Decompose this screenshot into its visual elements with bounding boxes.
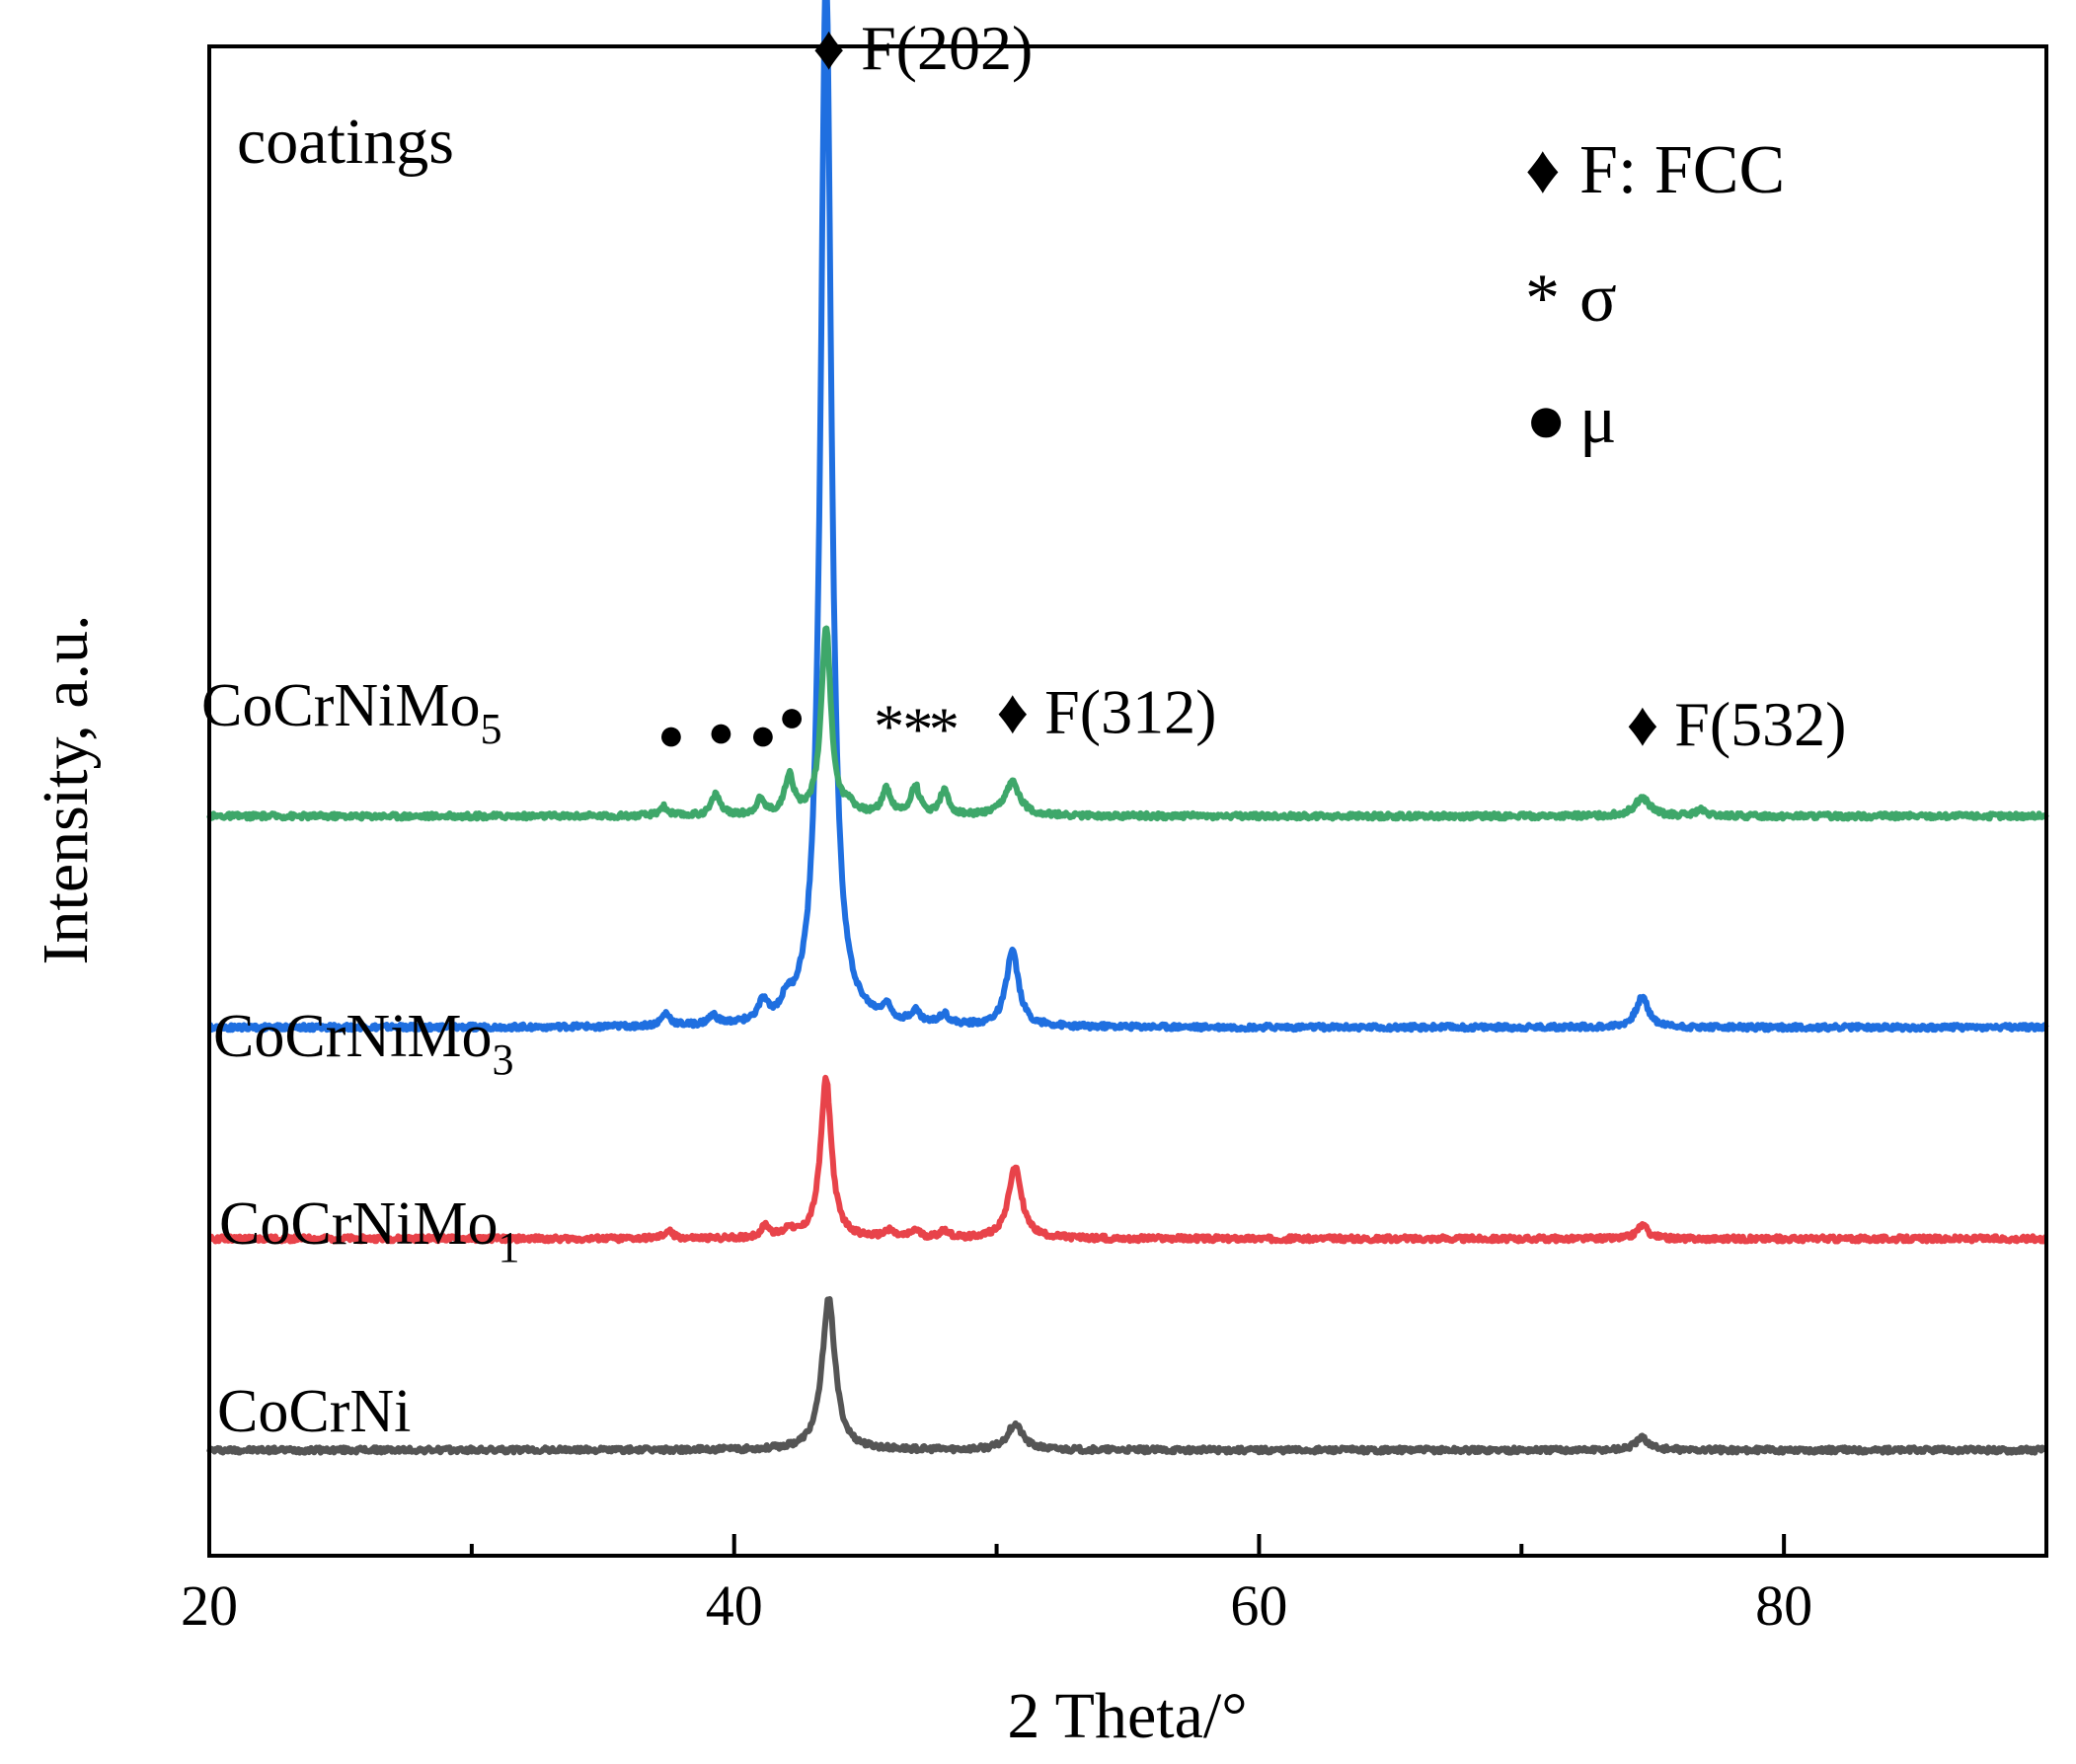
series-line-cocrnimo5 <box>206 625 2049 822</box>
peak-annotation: ♦ F(312) <box>997 677 1217 747</box>
x-axis-ticks: 20 40 60 80 <box>181 1534 1812 1638</box>
series-label-cocrnimo1: CoCrNiMo1 <box>219 1190 519 1271</box>
mu-phase-marker: ● <box>708 706 735 756</box>
sigma-phase-marker: * <box>929 697 960 764</box>
series-label-cocrnimo3: CoCrNiMo3 <box>213 1003 513 1084</box>
legend-symbol: ♦ <box>1525 132 1561 208</box>
peak-annotation: ♦ F(202) <box>812 13 1033 83</box>
series-label-cocrni: CoCrNi <box>217 1378 411 1445</box>
mu-phase-marker: ● <box>749 710 777 760</box>
legend-symbol: * <box>1525 261 1560 337</box>
peak-annotations: ♦ F(202)♦ F(312) ♦ F(532)● ● ● ● *** <box>657 13 1846 764</box>
legend-label: μ <box>1579 382 1617 458</box>
series-layer <box>206 0 2049 1456</box>
sigma-phase-marker: * <box>902 697 933 764</box>
series-label-cocrnimo5: CoCrNiMo5 <box>201 672 501 753</box>
series-line-cocrnimo3 <box>207 0 2049 1034</box>
series-line-cocrnimo1 <box>207 1074 2049 1245</box>
series-labels: CoCrNi CoCrNiMo1 CoCrNiMo3 CoCrNiMo5 <box>201 672 519 1445</box>
legend-label: F: FCC <box>1579 132 1785 208</box>
mu-phase-marker: ● <box>778 691 806 741</box>
peak-annotation: ♦ F(532) <box>1627 689 1847 759</box>
x-axis-title: 2 Theta/° <box>1007 1680 1247 1752</box>
legend-entry: ♦ F: FCC <box>1525 132 1785 208</box>
legend-label: σ <box>1579 261 1617 337</box>
legend-entry: ● μ <box>1525 382 1617 458</box>
panel-label: coatings <box>237 106 454 178</box>
y-axis-title: Intensity, a.u. <box>30 615 102 965</box>
legend-entry: * σ <box>1525 261 1617 337</box>
x-tick-label: 60 <box>1230 1573 1287 1638</box>
plot-frame <box>207 44 2048 1558</box>
legend: ♦ F: FCC* σ● μ <box>1525 132 1785 458</box>
sigma-phase-marker: * <box>874 693 904 760</box>
x-tick-label: 80 <box>1755 1573 1812 1638</box>
mu-phase-marker: ● <box>657 710 685 760</box>
series-line-cocrni <box>206 1296 2048 1456</box>
x-tick-label: 40 <box>706 1573 763 1638</box>
x-tick-label: 20 <box>181 1573 238 1638</box>
legend-symbol: ● <box>1525 382 1567 458</box>
